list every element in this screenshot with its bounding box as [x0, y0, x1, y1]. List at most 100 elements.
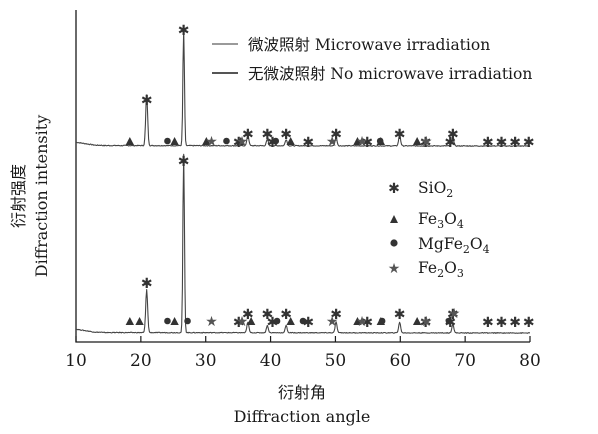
- marker-fe2o3: ★: [326, 134, 339, 150]
- marker-sio2: ✱: [141, 276, 153, 292]
- legend-triangle-icon: [390, 215, 398, 223]
- marker-mgfe2o4: [378, 317, 386, 325]
- x-tick-label: 20: [130, 351, 152, 371]
- marker-fe3o4: [412, 137, 422, 145]
- marker-fe3o4: [135, 317, 144, 325]
- marker-mgfe2o4: [184, 317, 191, 325]
- x-tick-label: 50: [325, 351, 347, 371]
- marker-fe2o3: ★: [236, 314, 249, 330]
- marker-fe2o3: ★: [448, 306, 461, 322]
- marker-sio2: ✱: [447, 307, 459, 323]
- marker-sio2: ✱: [420, 135, 432, 151]
- marker-sio2: ✱: [242, 307, 254, 323]
- marker-sio2: ✱: [394, 307, 406, 323]
- marker-sio2: ✱: [261, 127, 273, 143]
- y-axis-label-en: Diffraction intensity: [32, 115, 51, 277]
- marker-fe2o3: ★: [205, 314, 218, 330]
- marker-sio2: ✱: [444, 135, 456, 151]
- legend-label-mgfe2o4: MgFe2O4: [418, 235, 490, 256]
- x-axis-label-cn: 衍射角: [278, 383, 326, 402]
- marker-fe2o3: ★: [236, 134, 249, 150]
- marker-fe3o4: [170, 137, 179, 145]
- marker-sio2: ✱: [242, 127, 254, 143]
- marker-sio2: ✱: [496, 135, 508, 151]
- x-tick-label: 70: [454, 351, 476, 371]
- marker-fe3o4: [353, 317, 362, 325]
- marker-sio2: ✱: [496, 315, 508, 331]
- legend-label-fe3o4: Fe3O4: [418, 210, 464, 231]
- marker-mgfe2o4: [272, 137, 280, 145]
- marker-fe2o3: ★: [420, 314, 433, 330]
- marker-sio2: ✱: [523, 315, 535, 331]
- y-axis-label-cn: 衍射强度: [9, 164, 28, 228]
- x-axis-label-en: Diffraction angle: [234, 407, 371, 426]
- marker-fe3o4: [236, 137, 245, 145]
- legend-star-icon: ★: [388, 261, 401, 277]
- marker-fe3o4: [202, 137, 211, 145]
- marker-mgfe2o4: [164, 137, 171, 145]
- marker-fe3o4: [353, 137, 362, 145]
- marker-fe3o4: [412, 317, 422, 325]
- marker-fe2o3: ★: [356, 314, 369, 330]
- marker-sio2: ✱: [523, 135, 535, 151]
- marker-mgfe2o4: [376, 137, 384, 145]
- marker-sio2: ✱: [509, 135, 521, 151]
- series-line-microwave: [75, 29, 531, 147]
- marker-fe2o3: ★: [205, 134, 218, 150]
- series-legend: 微波照射 Microwave irradiation 无微波照射 No micr…: [212, 36, 532, 83]
- marker-sio2: ✱: [178, 154, 190, 170]
- marker-sio2: ✱: [233, 315, 245, 331]
- marker-mgfe2o4: [445, 317, 453, 325]
- marker-sio2: ✱: [267, 315, 279, 331]
- x-tick-label: 80: [519, 351, 541, 371]
- marker-fe3o4: [170, 317, 179, 325]
- legend-label-sio2: SiO2: [418, 179, 453, 200]
- legend-label-fe2o3: Fe2O3: [418, 259, 464, 280]
- marker-fe2o3: ★: [356, 134, 369, 150]
- marker-sio2: ✱: [447, 127, 459, 143]
- marker-fe2o3: ★: [420, 134, 433, 150]
- marker-sio2: ✱: [280, 307, 292, 323]
- marker-sio2: ✱: [302, 315, 314, 331]
- marker-sio2: ✱: [482, 315, 494, 331]
- marker-sio2: ✱: [141, 93, 153, 109]
- marker-sio2: ✱: [302, 135, 314, 151]
- marker-sio2: ✱: [420, 315, 432, 331]
- marker-sio2: ✱: [267, 135, 279, 151]
- marker-fe3o4: [125, 317, 135, 325]
- marker-sio2: ✱: [178, 23, 190, 39]
- markers-group: ✱✱✱✱✱✱✱✱✱✱✱✱✱✱✱✱✱✱★★★★★✱✱✱✱✱✱✱✱✱✱✱✱✱✱✱✱✱…: [125, 23, 535, 331]
- marker-sio2: ✱: [361, 135, 373, 151]
- x-tick-label: 10: [65, 351, 87, 371]
- marker-fe3o4: [246, 317, 256, 325]
- marker-sio2: ✱: [330, 127, 342, 143]
- marker-mgfe2o4: [164, 317, 171, 325]
- x-tick-label: 60: [389, 351, 411, 371]
- legend-circle-icon: [390, 239, 398, 247]
- marker-mgfe2o4: [223, 137, 230, 145]
- marker-mgfe2o4: [273, 317, 281, 325]
- marker-sio2: ✱: [261, 307, 273, 323]
- series-group: [75, 29, 531, 334]
- marker-fe3o4: [286, 317, 295, 325]
- phase-legend: ✱ SiO2 Fe3O4 MgFe2O4 ★ Fe2O3: [388, 179, 490, 280]
- marker-fe3o4: [125, 137, 135, 145]
- series-line-no-microwave: [75, 153, 530, 334]
- marker-sio2: ✱: [509, 315, 521, 331]
- legend-label-microwave: 微波照射 Microwave irradiation: [248, 36, 490, 54]
- marker-fe2o3: ★: [326, 314, 339, 330]
- marker-sio2: ✱: [280, 127, 292, 143]
- marker-mgfe2o4: [299, 317, 307, 325]
- marker-sio2: ✱: [330, 307, 342, 323]
- legend-asterisk-icon: ✱: [388, 181, 400, 197]
- x-axis: [75, 10, 530, 343]
- marker-sio2: ✱: [482, 135, 494, 151]
- x-tick-label: 40: [260, 351, 282, 371]
- legend-label-no-microwave: 无微波照射 No microwave irradiation: [248, 65, 532, 83]
- marker-sio2: ✱: [394, 127, 406, 143]
- marker-sio2: ✱: [361, 315, 373, 331]
- x-tick-label: 30: [195, 351, 217, 371]
- x-ticks: 10 20 30 40 50 60 70 80: [65, 336, 541, 371]
